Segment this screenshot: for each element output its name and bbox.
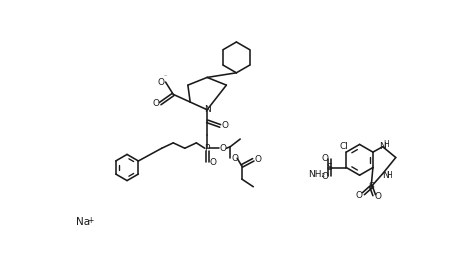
Text: N: N bbox=[205, 105, 211, 114]
Text: O: O bbox=[321, 172, 328, 181]
Text: Na: Na bbox=[76, 217, 90, 227]
Text: O: O bbox=[375, 192, 382, 201]
Text: O: O bbox=[232, 154, 239, 163]
Text: S: S bbox=[368, 182, 374, 191]
Text: NH₂: NH₂ bbox=[308, 170, 325, 179]
Text: O: O bbox=[321, 154, 328, 163]
Text: N: N bbox=[379, 142, 386, 151]
Text: +: + bbox=[87, 216, 93, 225]
Text: O: O bbox=[158, 78, 165, 87]
Text: P: P bbox=[205, 144, 210, 153]
Text: N: N bbox=[382, 171, 389, 180]
Text: H: H bbox=[383, 140, 389, 149]
Text: H: H bbox=[386, 171, 392, 180]
Text: O: O bbox=[209, 158, 216, 167]
Text: O: O bbox=[221, 121, 228, 130]
Text: O: O bbox=[152, 99, 159, 108]
Text: S: S bbox=[326, 163, 332, 172]
Text: O: O bbox=[254, 155, 261, 164]
Text: O: O bbox=[355, 191, 362, 200]
Text: Cl: Cl bbox=[339, 142, 348, 151]
Text: ⁻: ⁻ bbox=[163, 76, 166, 81]
Text: O: O bbox=[220, 144, 227, 153]
